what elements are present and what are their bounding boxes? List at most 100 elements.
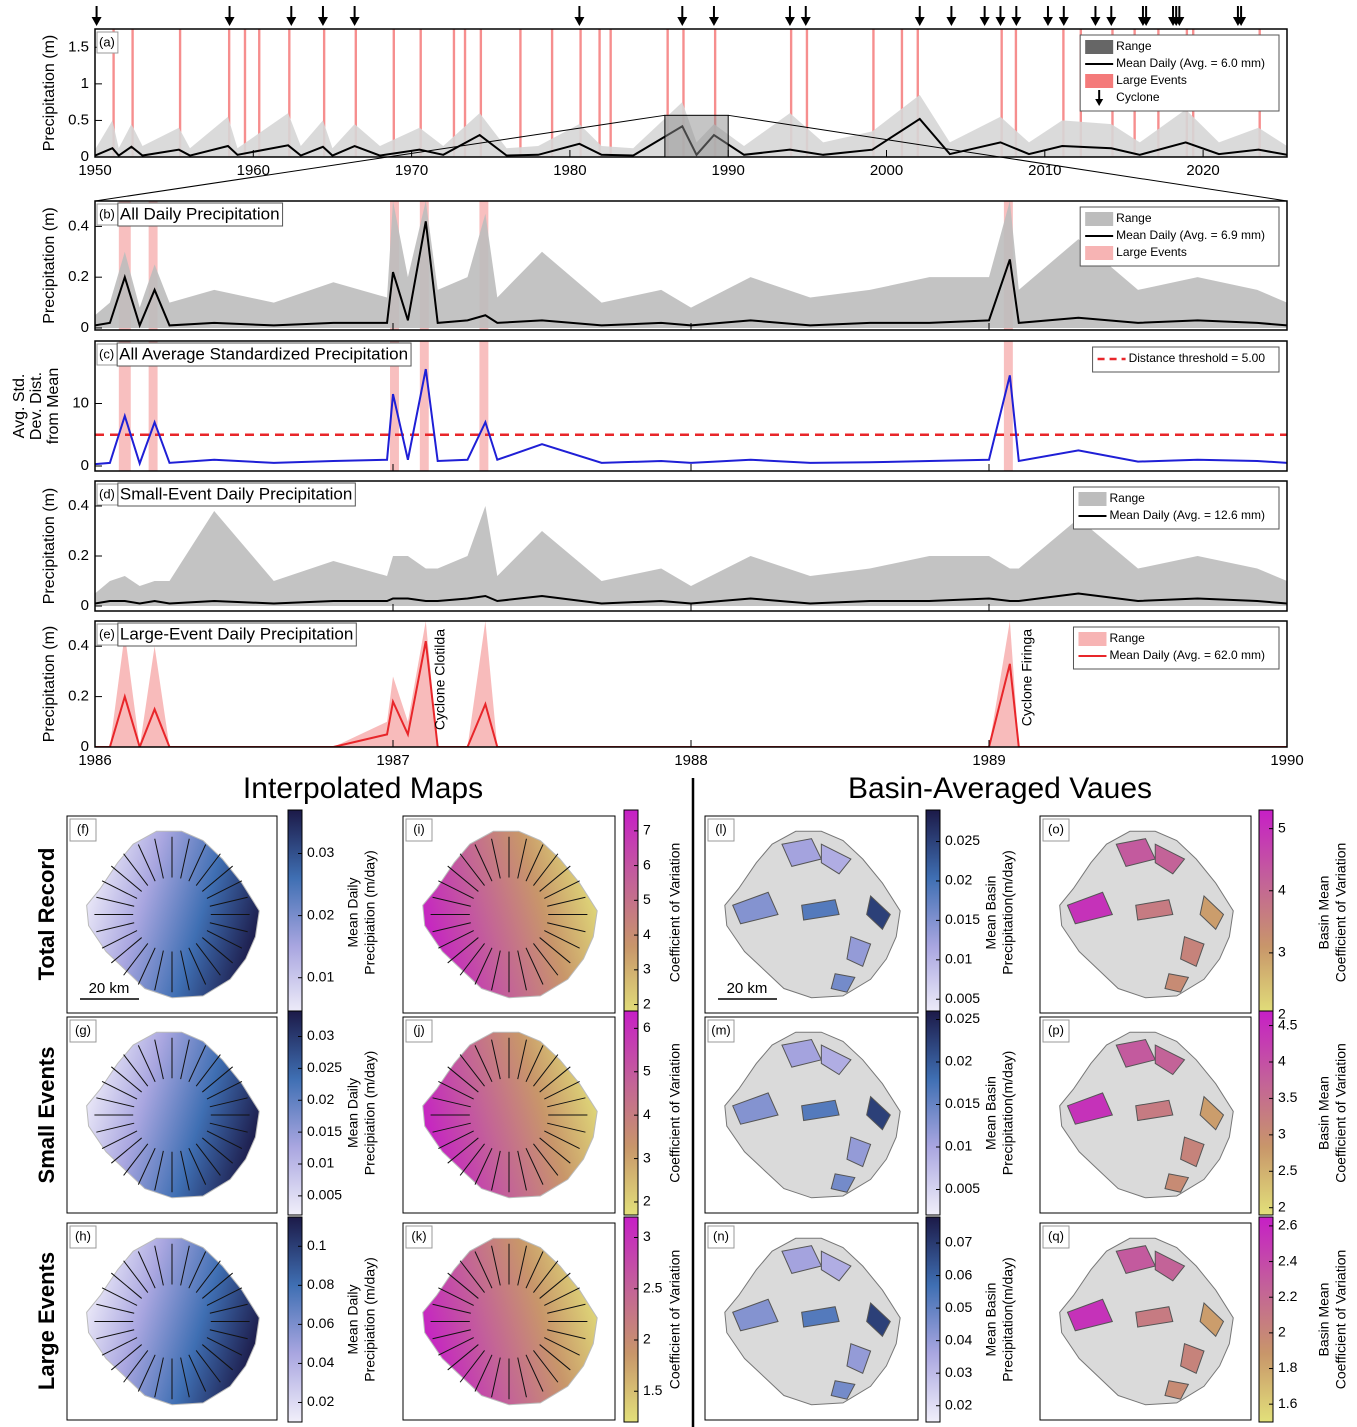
colorbar-tick-label: 0.025 [945,832,980,848]
y-tick-label: 0 [81,597,89,614]
colorbar-tick-label: 4 [643,1106,651,1122]
colorbar-label: Precipitation(m/day) [1000,1051,1016,1176]
panel-title: Large-Event Daily Precipitation [120,624,353,643]
colorbar-label: Mean Daily [345,1078,361,1148]
colorbar-tick-label: 0.04 [945,1331,972,1347]
colorbar-tick-label: 3.5 [1278,1089,1298,1105]
colorbar-tick-label: 0.025 [945,1010,980,1026]
panel-label: (h) [75,1228,91,1243]
legend-label: Large Events [1116,73,1187,87]
legend-label: Distance threshold = 5.00 [1129,351,1266,365]
panel-label: (m) [711,1022,731,1037]
cyclone-arrow [946,6,956,26]
colorbar-tick-label: 0.01 [945,1138,972,1154]
colorbar-tick-label: 2.6 [1278,1217,1298,1233]
legend-swatch [1085,74,1113,88]
y-tick-label: 0.2 [68,688,89,705]
colorbar-tick-label: 0.04 [307,1354,334,1370]
cyclone-arrow [1059,6,1069,26]
colorbar-label: Coefficient of Variation [667,1250,683,1390]
y-tick-label: 0.4 [68,217,89,234]
colorbar-tick-label: 0.01 [307,968,334,984]
y-tick-label: 0 [81,457,89,474]
colorbar-tick-label: 1.5 [643,1382,663,1398]
y-axis-label: Avg. Std. [11,374,28,439]
colorbar [1259,1217,1273,1422]
cyclone-arrow [915,6,925,26]
colorbar-tick-label: 0.02 [307,906,334,922]
colorbar-label: Coefficient of Variation [667,1043,683,1183]
colorbar-label: Mean Basin [983,1283,999,1357]
colorbar-tick-label: 0.025 [307,1059,342,1075]
colorbar-label: Coefficient of Variation [1333,1043,1349,1183]
cyclone-arrow [709,6,719,26]
x-tick-label: 1980 [553,162,586,179]
colorbar-tick-label: 0.01 [307,1155,334,1171]
colorbar-tick-label: 4 [643,926,651,942]
legend-swatch [1078,632,1106,646]
colorbar [624,1011,638,1215]
colorbar-tick-label: 0.005 [945,990,980,1006]
panel-label: (a) [99,34,115,49]
panel-label: (b) [99,206,115,221]
figure: Interpolated Maps Basin-Averaged Vaues T… [0,0,1357,1427]
legend: RangeMean Daily (Avg. = 6.9 mm)Large Eve… [1080,207,1279,266]
colorbar [288,810,302,1015]
colorbar-tick-label: 6 [643,856,651,872]
colorbar-tick-label: 6 [643,1019,651,1035]
colorbar-label: Coefficient of Variation [1333,1250,1349,1390]
legend: Distance threshold = 5.00 [1093,347,1279,372]
map-panel: (k)1.522.53Coefficient of Variation [403,1217,683,1422]
legend-label: Mean Daily (Avg. = 12.6 mm) [1109,508,1265,522]
colorbar-label: Mean Basin [983,1076,999,1150]
panel: 00.20.4Precipitation (m)(b)All Daily Pre… [41,201,1287,336]
y-tick-label: 1 [81,75,89,92]
colorbar [1259,810,1273,1015]
scale-bar-label: 20 km [727,980,768,997]
colorbar-tick-label: 4.5 [1278,1016,1298,1032]
panel: 010Avg. Std.Dev. Dist.from Mean(c)All Av… [11,341,1287,474]
legend-swatch [1078,492,1106,506]
annotation: Cyclone Firinga [1019,629,1035,726]
legend-label: Mean Daily (Avg. = 6.0 mm) [1116,56,1265,70]
colorbar-label: Precipitation(m/day) [1000,1257,1016,1382]
cyclone-arrow [980,6,990,26]
cyclone-arrow [801,6,811,26]
x-tick-label: 1960 [237,162,270,179]
y-tick-label: 0.5 [68,111,89,128]
x-tick-label: 2010 [1028,162,1061,179]
colorbar [288,1217,302,1422]
legend: RangeMean Daily (Avg. = 6.0 mm)Large Eve… [1080,35,1279,111]
colorbar-label: Precipiation (m/day) [362,1051,378,1176]
colorbar-label: Precipitation(m/day) [1000,850,1016,975]
colorbar-tick-label: 2 [643,995,651,1011]
colorbar-tick-label: 5 [643,891,651,907]
legend-label: Range [1109,631,1145,645]
map-panel: (n)0.020.030.040.050.060.07Mean BasinPre… [705,1217,1016,1422]
row-label: Total Record [34,848,59,981]
colorbar [926,1217,940,1422]
event-span [479,341,488,471]
panel-label: (f) [77,821,89,836]
map-panel: (f)20 km0.010.020.03Mean DailyPrecipiati… [67,810,378,1015]
y-tick-label: 1.5 [68,38,89,55]
x-tick-label: 1990 [712,162,745,179]
colorbar-tick-label: 0.02 [945,1396,972,1412]
section-title: Basin-Averaged Vaues [848,772,1152,805]
colorbar-tick-label: 3 [643,1149,651,1165]
panel-label: (d) [99,486,115,501]
colorbar-tick-label: 0.005 [945,1180,980,1196]
colorbar-tick-label: 0.03 [945,1364,972,1380]
event-span [244,29,246,157]
map-panel: (o)2345Basin MeanCoefficient of Variatio… [1040,810,1349,1022]
event-span [519,29,521,157]
x-tick-label: 2020 [1186,162,1219,179]
panel-label: (g) [75,1022,91,1037]
x-tick-label: 1987 [376,752,409,769]
mean-line [95,369,1287,464]
colorbar-tick-label: 0.03 [307,1027,334,1043]
